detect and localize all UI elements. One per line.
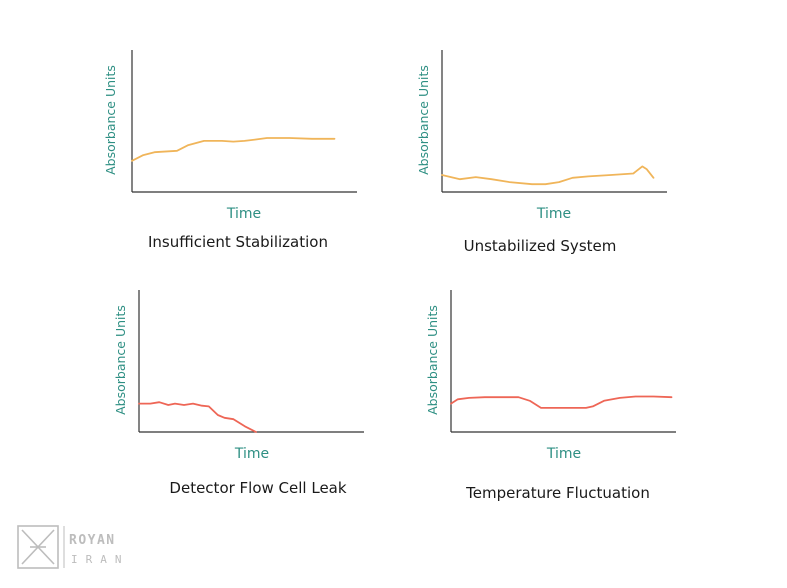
y-axis-label: Absorbance Units <box>425 305 440 415</box>
logo-mark-icon <box>17 525 59 569</box>
series-layer <box>131 137 336 162</box>
chart-panel-unstabilized-system: Absorbance Units Time Unstabilized Syste… <box>416 50 667 255</box>
series-line-0 <box>131 137 336 162</box>
x-axis-label: Time <box>226 206 261 222</box>
series-layer <box>138 401 257 433</box>
royan-iran-logo: ROYAN IRAN <box>17 525 130 569</box>
x-axis-label: Time <box>546 446 581 462</box>
chart-title: Unstabilized System <box>464 237 617 255</box>
series-line-0 <box>441 165 655 186</box>
chart-title: Temperature Fluctuation <box>465 484 650 502</box>
y-axis-label: Absorbance Units <box>113 305 128 415</box>
logo-text-iran: IRAN <box>71 553 130 566</box>
y-axis-label: Absorbance Units <box>103 65 118 175</box>
chart-title: Insufficient Stabilization <box>148 233 328 251</box>
chart-panel-temperature-fluctuation: Absorbance Units Time Temperature Fluctu… <box>425 290 676 502</box>
y-axis-label: Absorbance Units <box>416 65 431 175</box>
x-axis-label: Time <box>234 446 269 462</box>
x-axis-label: Time <box>536 206 571 222</box>
chart-panel-insufficient-stabilization: Absorbance Units Time Insufficient Stabi… <box>103 50 357 251</box>
chart-title: Detector Flow Cell Leak <box>169 479 346 497</box>
series-line-0 <box>138 401 257 433</box>
series-layer <box>441 165 655 186</box>
chart-panel-detector-flow-cell-leak: Absorbance Units Time Detector Flow Cell… <box>113 290 364 497</box>
logo-text-royan: ROYAN <box>69 533 116 548</box>
series-layer <box>450 395 673 409</box>
series-line-0 <box>450 395 673 409</box>
